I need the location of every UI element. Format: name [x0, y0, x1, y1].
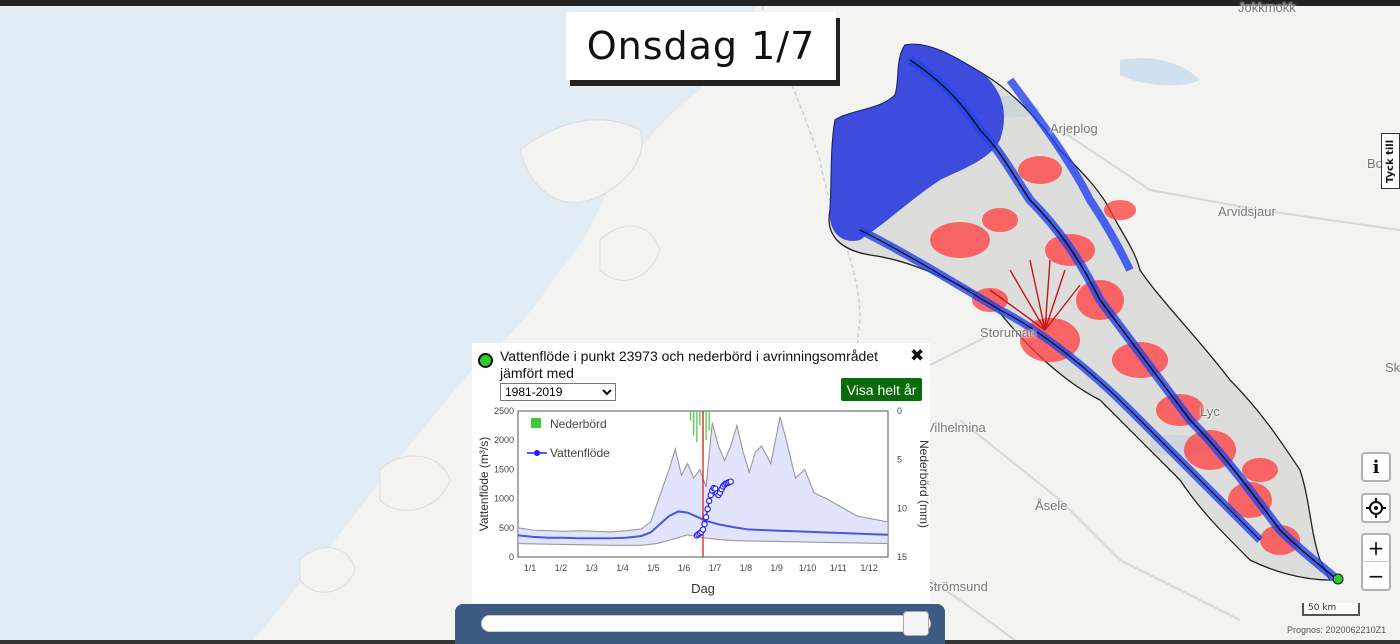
place-label-vilhelmina: Vilhelmina [926, 420, 986, 435]
period-select[interactable]: 1981-2019 [500, 383, 616, 401]
forecast-point [705, 497, 713, 505]
legend-label-flow: Vattenflöde [550, 446, 610, 460]
feedback-button[interactable]: Tyck till [1381, 133, 1400, 189]
place-label-bo: Bo [1367, 156, 1383, 171]
place-label-arvidsjaur: Arvidsjaur [1218, 204, 1276, 219]
x-tick-label: 1/6 [678, 563, 691, 573]
place-label-storuman: Storuman [980, 325, 1037, 340]
y-left-tick-label: 0 [509, 552, 514, 562]
y-right-tick-label: 10 [897, 503, 907, 513]
zoom-control: + − [1361, 533, 1391, 591]
legend-swatch-precip [531, 418, 541, 428]
x-tick-label: 1/1 [524, 563, 537, 573]
forecast-point [699, 526, 707, 533]
station-marker-icon [478, 353, 493, 368]
popup-title: Vattenflöde i punkt 23973 och nederbörd … [500, 348, 878, 381]
prognos-label: Prognos: 2020062210Z1 [1287, 625, 1387, 635]
top-border [0, 0, 1400, 6]
timeline-track[interactable] [481, 615, 931, 632]
y-left-tick-label: 500 [499, 523, 514, 533]
x-tick-label: 1/3 [585, 563, 598, 573]
forecast-point [702, 514, 710, 521]
timeline-panel [455, 604, 945, 644]
zoom-in-button[interactable]: + [1363, 535, 1389, 562]
forecast-point [704, 505, 711, 513]
x-axis-title: Dag [691, 581, 715, 596]
legend-marker-flow [534, 450, 540, 456]
place-label-sk: Sk [1385, 360, 1400, 375]
forecast-point [727, 478, 734, 485]
crosshair-icon [1366, 498, 1386, 518]
place-label-jokkmokk: Jokkmokk [1238, 0, 1296, 15]
zoom-out-button[interactable]: − [1367, 563, 1385, 588]
x-tick-label: 1/10 [799, 563, 817, 573]
y-right-tick-label: 5 [897, 455, 902, 465]
y-left-tick-label: 1500 [494, 464, 514, 474]
max-flow-line [517, 416, 889, 533]
y-right-tick-label: 0 [897, 406, 902, 416]
info-icon: i [1372, 456, 1380, 478]
place-label-arjeplog: Arjeplog [1050, 121, 1098, 136]
x-tick-label: 1/7 [709, 563, 722, 573]
place-label-lyc: Lyc [1200, 404, 1220, 419]
legend-label-precip: Nederbörd [550, 417, 607, 431]
forecast-point [701, 521, 708, 528]
place-label-stromsund: Strömsund [925, 579, 988, 594]
date-label: Onsdag 1/7 [566, 12, 836, 80]
x-tick-label: 1/11 [830, 563, 847, 573]
x-tick-label: 1/9 [770, 563, 783, 573]
full-year-button[interactable]: Visa helt år [841, 378, 922, 401]
locate-button[interactable] [1361, 493, 1391, 523]
chart-popup: Vattenflöde i punkt 23973 och nederbörd … [472, 343, 930, 603]
y-right-axis-title: Nederbörd (mm) [917, 440, 930, 528]
info-button[interactable]: i [1361, 452, 1391, 482]
flow-chart: 0 500 1000 1500 2000 2500 0 5 10 15 1/1 1/2 1/3 1/4 1/… [477, 406, 930, 596]
x-tick-label: 1/5 [647, 563, 660, 573]
x-tick-label: 1/8 [740, 563, 753, 573]
close-icon[interactable]: ✖ [910, 346, 925, 366]
feedback-label: Tyck till [1385, 139, 1396, 183]
median-flow-line [517, 510, 889, 540]
y-right-tick-label: 15 [897, 552, 907, 562]
x-tick-label: 1/4 [616, 563, 629, 573]
y-left-tick-label: 1000 [494, 494, 514, 504]
x-tick-label: 1/12 [860, 563, 878, 573]
place-label-asele: Åsele [1035, 498, 1068, 513]
y-left-tick-label: 2500 [494, 406, 514, 416]
timeline-thumb[interactable] [903, 611, 929, 636]
x-tick-label: 1/2 [555, 563, 568, 573]
y-left-tick-label: 2000 [494, 435, 514, 445]
scale-bar: 50 km [1302, 603, 1360, 616]
y-left-axis-title: Vattenflöde (m³/s) [477, 437, 491, 531]
